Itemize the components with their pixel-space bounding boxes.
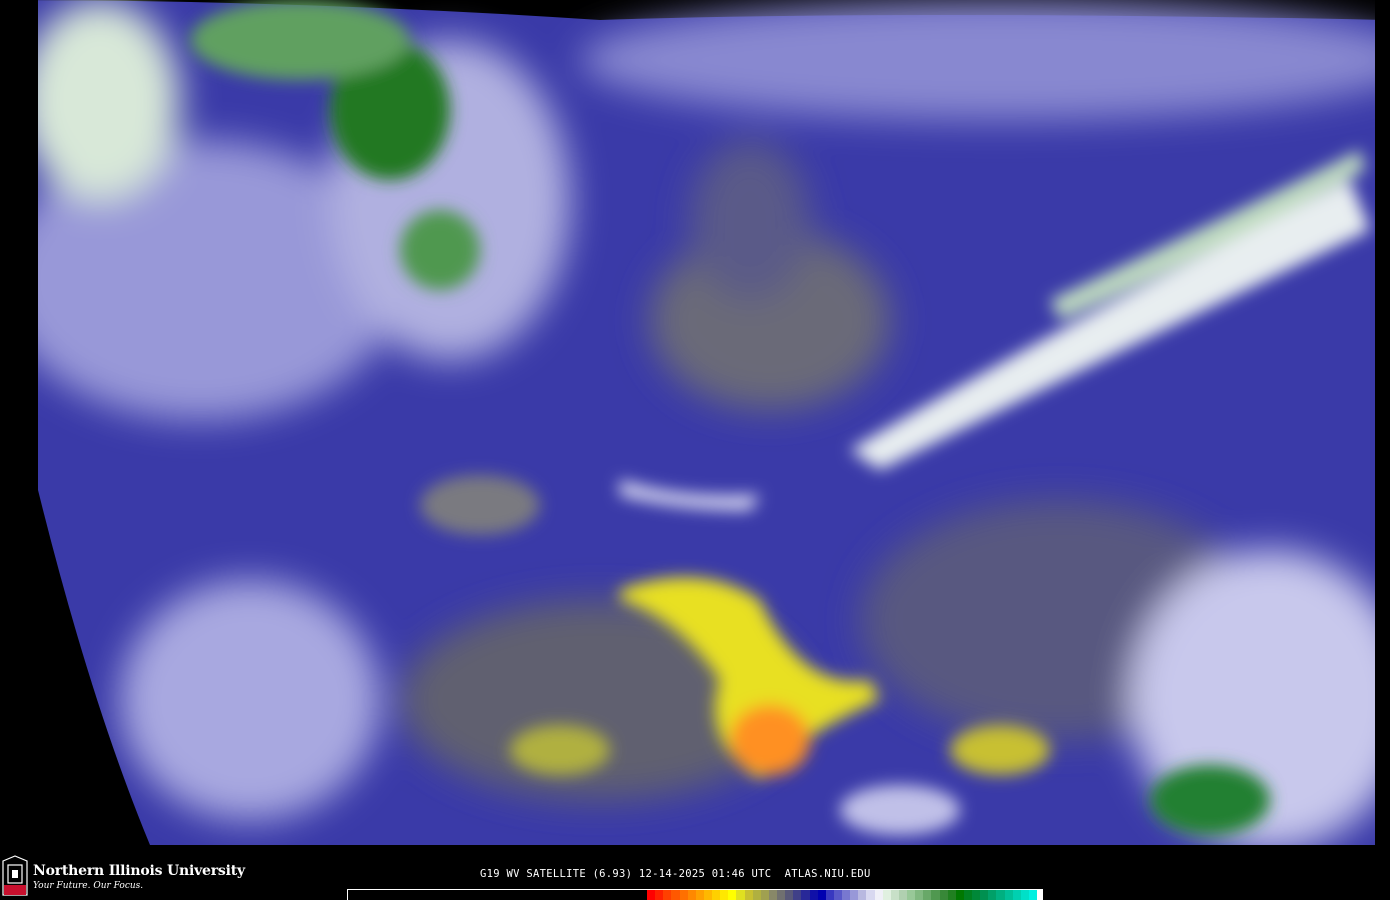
color-scale-swatch	[1012, 890, 1021, 900]
imagery	[38, 0, 1375, 845]
color-scale-swatch	[663, 890, 672, 900]
color-scale-bar	[347, 889, 1043, 900]
color-scale-swatch	[825, 890, 834, 900]
color-scale-swatch	[744, 890, 753, 900]
color-scale-swatch	[809, 890, 818, 900]
color-scale-swatch	[907, 890, 916, 900]
color-scale-swatch	[736, 890, 745, 900]
color-scale-swatch	[898, 890, 907, 900]
color-scale-swatch	[923, 890, 932, 900]
color-scale-swatch	[874, 890, 883, 900]
color-scale-swatch	[996, 890, 1005, 900]
color-scale-swatch	[890, 890, 899, 900]
university-tagline: Your Future. Our Focus.	[33, 881, 144, 891]
color-scale-swatch	[695, 890, 704, 900]
color-scale-swatch	[972, 890, 981, 900]
color-scale-swatch	[728, 890, 737, 900]
color-scale-swatch	[858, 890, 867, 900]
color-scale-swatch	[679, 890, 688, 900]
color-scale-swatch	[866, 890, 875, 900]
color-scale-blank	[348, 890, 647, 900]
color-scale-swatch	[785, 890, 794, 900]
color-scale-swatch	[1020, 890, 1029, 900]
color-scale-swatch	[955, 890, 964, 900]
color-scale-swatch	[882, 890, 891, 900]
color-scale-swatch	[793, 890, 802, 900]
color-scale-swatch	[647, 890, 656, 900]
color-scale-swatch	[712, 890, 721, 900]
color-scale-swatch	[947, 890, 956, 900]
color-scale-swatch	[671, 890, 680, 900]
color-scale-swatch	[768, 890, 777, 900]
color-scale-swatch	[850, 890, 859, 900]
color-scale-swatch	[687, 890, 696, 900]
color-scale-swatch	[988, 890, 997, 900]
color-scale-end	[1037, 890, 1042, 900]
color-scale-swatch	[931, 890, 940, 900]
color-scale-swatch	[842, 890, 851, 900]
color-scale-swatch	[720, 890, 729, 900]
color-scale-swatch	[915, 890, 924, 900]
color-scale-swatch	[1028, 890, 1037, 900]
color-scale-swatch	[752, 890, 761, 900]
color-scale-swatch	[939, 890, 948, 900]
color-scale-swatch	[703, 890, 712, 900]
color-scale-swatch	[963, 890, 972, 900]
color-scale-swatch	[833, 890, 842, 900]
color-scale-swatch	[1004, 890, 1013, 900]
color-scale-swatch	[655, 890, 664, 900]
niu-logo	[2, 855, 28, 896]
color-scale-swatch	[817, 890, 826, 900]
university-name: Northern Illinois University	[33, 863, 245, 879]
color-scale-swatch	[801, 890, 810, 900]
color-scale-swatch	[760, 890, 769, 900]
image-caption: G19 WV SATELLITE (6.93) 12-14-2025 01:46…	[480, 868, 871, 880]
satellite-map	[38, 0, 1375, 845]
color-scale-swatch	[777, 890, 786, 900]
color-scale-swatch	[980, 890, 989, 900]
